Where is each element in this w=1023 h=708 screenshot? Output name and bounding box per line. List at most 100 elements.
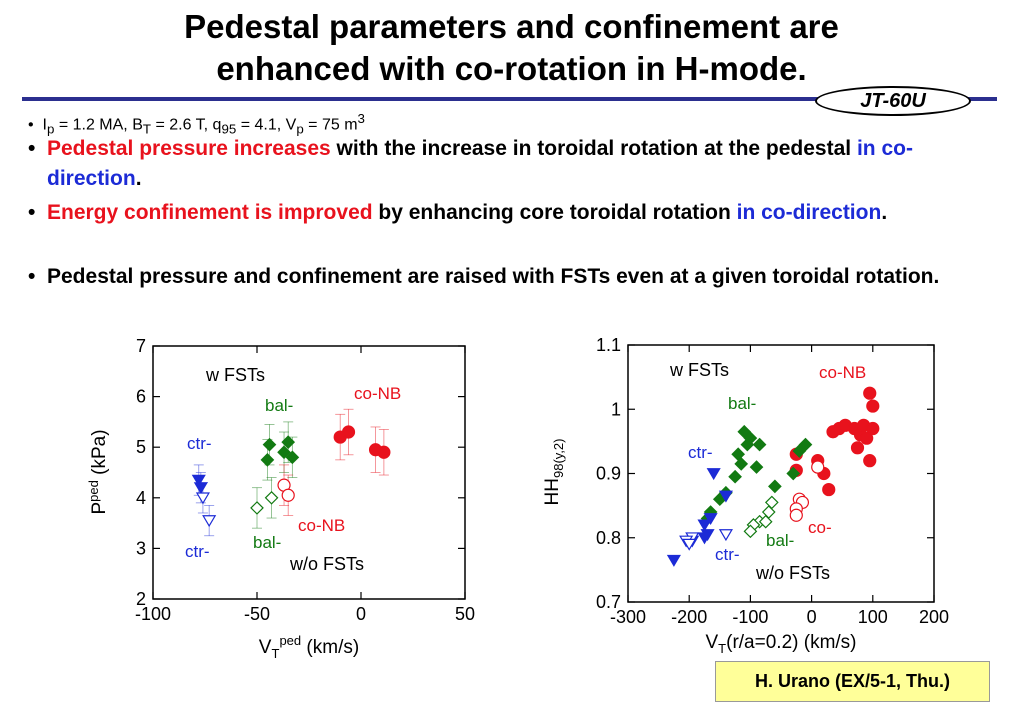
bullet-2-end: . bbox=[881, 201, 888, 224]
bullet-dot: • bbox=[28, 201, 36, 224]
data-point-triangle bbox=[195, 492, 210, 505]
x-tick-label: 0 bbox=[356, 604, 366, 624]
annot-bal-top: bal- bbox=[728, 394, 756, 413]
data-point-circle bbox=[822, 482, 836, 497]
bullet-2-red: Energy confinement is improved bbox=[47, 201, 373, 224]
author-credit: H. Urano (EX/5-1, Thu.) bbox=[715, 661, 990, 702]
x-axis-label: VT(r/a=0.2) (km/s) bbox=[705, 632, 856, 656]
data-point-triangle bbox=[202, 515, 217, 528]
param-v-sub: p bbox=[296, 121, 304, 137]
param-v-val: = 75 m bbox=[303, 116, 358, 134]
x-tick-label: -300 bbox=[610, 607, 646, 627]
data-point-circle bbox=[281, 488, 295, 502]
x-tick-label: -100 bbox=[135, 604, 171, 624]
data-point-triangle bbox=[191, 474, 206, 487]
x-tick-label: -50 bbox=[244, 604, 270, 624]
data-point-diamond bbox=[798, 437, 813, 452]
data-point-diamond bbox=[262, 437, 277, 452]
param-ip-sub: p bbox=[46, 121, 55, 137]
data-point-diamond bbox=[281, 435, 296, 449]
annot-ctr-top: ctr- bbox=[187, 434, 212, 453]
data-point-circle bbox=[860, 431, 874, 445]
plot-frame bbox=[152, 345, 466, 600]
x-tick-label: -100 bbox=[732, 607, 768, 627]
data-point-circle bbox=[850, 441, 865, 455]
data-point-diamond bbox=[728, 469, 742, 484]
data-point-diamond bbox=[260, 453, 275, 467]
annot-co-bot: co-NB bbox=[298, 516, 345, 535]
data-point-triangle bbox=[666, 554, 681, 567]
y-tick-label: 1.1 bbox=[596, 335, 621, 355]
parameter-bullet: • Ip = 1.2 MA, BT = 2.6 T, q95 = 4.1, Vp… bbox=[28, 111, 365, 137]
y-tick-label: 1 bbox=[611, 399, 621, 419]
data-point-circle bbox=[866, 421, 880, 436]
param-q-sub: 95 bbox=[221, 121, 237, 137]
annot-wo-fsts: w/o FSTs bbox=[755, 563, 830, 583]
annot-wo-fsts: w/o FSTs bbox=[289, 554, 364, 574]
data-point-triangle bbox=[193, 482, 208, 495]
data-point-diamond bbox=[768, 479, 782, 494]
data-point-triangle bbox=[718, 529, 733, 542]
y-tick-label: 7 bbox=[136, 336, 146, 356]
bullet-dot: • bbox=[28, 137, 36, 160]
annot-w-fsts: w FSTs bbox=[669, 360, 729, 380]
param-v-sup: 3 bbox=[357, 111, 365, 126]
param-bt-sub: T bbox=[142, 121, 152, 137]
data-point-triangle bbox=[697, 532, 712, 545]
data-point-triangle bbox=[718, 490, 733, 503]
x-tick-label: 200 bbox=[919, 607, 949, 627]
y-tick-label: 2 bbox=[136, 589, 146, 609]
annot-ctr-top: ctr- bbox=[688, 443, 713, 462]
data-point-triangle bbox=[706, 468, 721, 481]
x-tick-label: -200 bbox=[671, 607, 707, 627]
data-point-triangle bbox=[682, 538, 697, 551]
data-point-circle bbox=[341, 425, 356, 439]
data-point-diamond bbox=[752, 437, 767, 452]
y-axis-label: HH98(y,2) bbox=[542, 439, 566, 506]
data-point-diamond bbox=[734, 457, 749, 471]
annot-co-top: co-NB bbox=[819, 363, 866, 382]
bullet-1-blue: in co-direction bbox=[47, 137, 913, 190]
data-point-circle bbox=[863, 386, 877, 400]
annot-bal-bot: bal- bbox=[766, 531, 794, 550]
y-tick-label: 3 bbox=[136, 538, 146, 558]
annot-bal-top: bal- bbox=[265, 396, 293, 415]
data-point-diamond bbox=[277, 445, 291, 460]
data-point-diamond bbox=[250, 501, 264, 515]
data-point-diamond bbox=[743, 524, 758, 539]
bullet-1-black: with the increase in toroidal rotation a… bbox=[330, 137, 857, 160]
slide-title-line1: Pedestal parameters and confinement are bbox=[184, 8, 839, 45]
data-point-diamond bbox=[786, 466, 801, 481]
annot-co-bot: co- bbox=[808, 518, 832, 537]
y-tick-label: 0.9 bbox=[596, 464, 621, 484]
bullet-3-black: Pedestal pressure and confinement are ra… bbox=[47, 265, 940, 288]
x-tick-label: 0 bbox=[807, 607, 817, 627]
slide-title-line2: enhanced with co-rotation in H-mode. bbox=[216, 50, 807, 87]
data-point-triangle bbox=[703, 513, 718, 526]
y-tick-label: 6 bbox=[136, 387, 146, 407]
x-tick-label: 50 bbox=[455, 604, 475, 624]
data-point-diamond bbox=[285, 450, 300, 465]
param-bt-val: = 2.6 T, q bbox=[151, 116, 222, 134]
data-point-diamond bbox=[743, 431, 758, 446]
data-point-diamond bbox=[264, 490, 279, 505]
y-tick-label: 5 bbox=[136, 437, 146, 457]
x-axis-label: VTped (km/s) bbox=[259, 633, 359, 661]
y-tick-label: 0.8 bbox=[596, 528, 621, 548]
title-divider bbox=[22, 97, 997, 101]
pedestal-pressure-chart: -100 -50 0 50 2 3 4 5 6 7 w FSTs w/o FSTs co-NB b… bbox=[86, 336, 475, 661]
annot-ctr-bot: ctr- bbox=[715, 545, 740, 564]
param-ip-val: = 1.2 MA, B bbox=[54, 116, 143, 134]
data-point-circle bbox=[811, 460, 825, 474]
annot-ctr-bot: ctr- bbox=[185, 542, 210, 561]
param-ip: I bbox=[42, 116, 47, 134]
x-tick-label: 100 bbox=[858, 607, 888, 627]
annot-co-top: co-NB bbox=[354, 384, 401, 403]
bullet-1-end: . bbox=[135, 167, 142, 190]
data-point-circle bbox=[866, 399, 880, 413]
lab-tag: JT-60U bbox=[815, 86, 971, 116]
data-point-diamond bbox=[758, 514, 773, 529]
bullet-2-blue: in co-direction bbox=[736, 201, 882, 224]
bullet-1-red: Pedestal pressure increases bbox=[47, 137, 331, 160]
